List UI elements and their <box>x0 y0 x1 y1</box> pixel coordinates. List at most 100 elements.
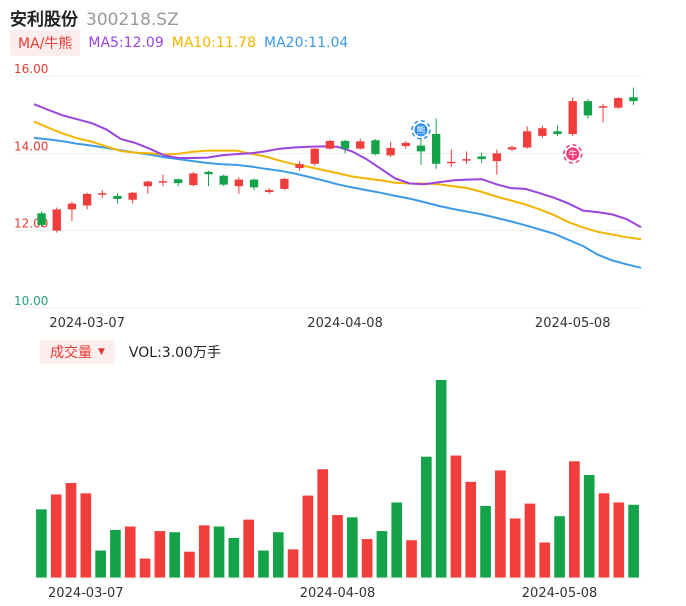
candle-body <box>416 145 426 152</box>
candle <box>234 177 244 194</box>
price-axis-label: 16.00 <box>14 62 48 76</box>
bear-marker-icon: 熊 <box>411 120 431 140</box>
date-axis-label: 2024-04-08 <box>307 316 383 330</box>
candle-body <box>583 101 593 116</box>
candle <box>325 139 335 150</box>
volume-bar <box>450 455 462 578</box>
volume-date-label: 2024-03-07 <box>48 586 124 601</box>
volume-bar <box>154 531 166 578</box>
candle <box>52 207 61 233</box>
candle-body <box>386 147 395 156</box>
candle-body <box>310 148 319 164</box>
volume-bar <box>435 380 447 578</box>
candle <box>553 125 562 136</box>
volume-bar <box>184 551 195 578</box>
candle <box>67 201 77 221</box>
candle <box>173 178 183 187</box>
volume-bar <box>495 470 506 578</box>
candle-body <box>173 179 183 184</box>
candle-body <box>356 141 365 149</box>
candle <box>462 151 471 165</box>
volume-bar <box>110 529 121 578</box>
volume-bar <box>198 525 210 578</box>
candle-body <box>128 192 137 200</box>
candle <box>219 174 228 187</box>
candle-body <box>280 178 289 189</box>
ma-indicator-tab[interactable]: MA/牛熊 <box>10 30 81 56</box>
candle <box>98 190 107 198</box>
candle <box>598 103 608 123</box>
candle <box>37 211 46 227</box>
volume-bar <box>391 502 403 578</box>
candle <box>386 141 395 158</box>
candle <box>189 171 198 187</box>
candle <box>371 139 380 156</box>
candle-body <box>234 179 244 187</box>
candle <box>431 118 441 169</box>
volume-bar <box>613 502 625 578</box>
candle <box>492 149 502 175</box>
candle-body <box>158 181 168 183</box>
volume-bar <box>346 517 358 578</box>
volume-bar <box>569 461 580 578</box>
candle-body <box>568 101 577 134</box>
candle-body <box>401 142 410 146</box>
volume-bar <box>628 504 639 578</box>
candle <box>204 170 213 187</box>
candle <box>447 149 456 167</box>
candle-body <box>538 128 547 136</box>
candle-body <box>219 175 228 185</box>
candle <box>401 140 410 149</box>
volume-bar <box>50 494 62 578</box>
candle-body <box>52 209 61 231</box>
volume-bar <box>139 558 151 578</box>
volume-bar <box>287 549 299 578</box>
ma10-legend: MA10:11.78 <box>171 35 257 51</box>
volume-bar <box>317 469 329 578</box>
candle-body <box>249 179 259 188</box>
candle-body <box>295 164 304 169</box>
volume-bar <box>480 505 491 578</box>
candle <box>158 174 168 187</box>
bull-marker-icon: 牛 <box>562 144 583 164</box>
candle <box>113 192 122 204</box>
candle-body <box>614 98 623 108</box>
candle <box>568 97 577 136</box>
volume-bar <box>465 481 477 578</box>
volume-bar <box>169 532 180 578</box>
marker-label: 熊 <box>416 124 425 136</box>
marker-ring <box>562 144 583 164</box>
candle-body <box>492 153 502 162</box>
volume-bar <box>228 537 240 578</box>
price-axis-label: 14.00 <box>14 139 48 153</box>
candle-body <box>143 181 152 187</box>
candle-body <box>447 161 456 164</box>
candle-body <box>462 159 471 161</box>
candle-body <box>629 97 638 102</box>
volume-indicator-tab[interactable]: 成交量 ▼ <box>40 340 115 364</box>
volume-bar <box>95 550 106 578</box>
candle-body <box>265 190 274 192</box>
candle-body <box>523 131 532 148</box>
volume-bar <box>361 539 373 578</box>
candle <box>310 147 319 166</box>
candle-body <box>325 140 335 149</box>
candle-body <box>204 171 213 175</box>
marker-dot <box>566 147 580 161</box>
date-axis-label: 2024-03-07 <box>49 316 125 330</box>
candle-body <box>67 203 77 210</box>
volume-bar <box>243 519 255 578</box>
candle <box>143 180 152 194</box>
volume-bar <box>80 493 92 578</box>
candle <box>295 161 304 171</box>
price-axis-label: 10.00 <box>14 294 48 308</box>
dropdown-arrow-icon: ▼ <box>98 347 105 357</box>
candle-body <box>113 195 122 199</box>
stock-code: 300218.SZ <box>86 10 179 30</box>
volume-bar <box>332 515 343 578</box>
candle-body <box>371 140 380 155</box>
candle <box>614 97 623 109</box>
marker-label: 牛 <box>568 148 577 160</box>
candle <box>583 99 593 119</box>
